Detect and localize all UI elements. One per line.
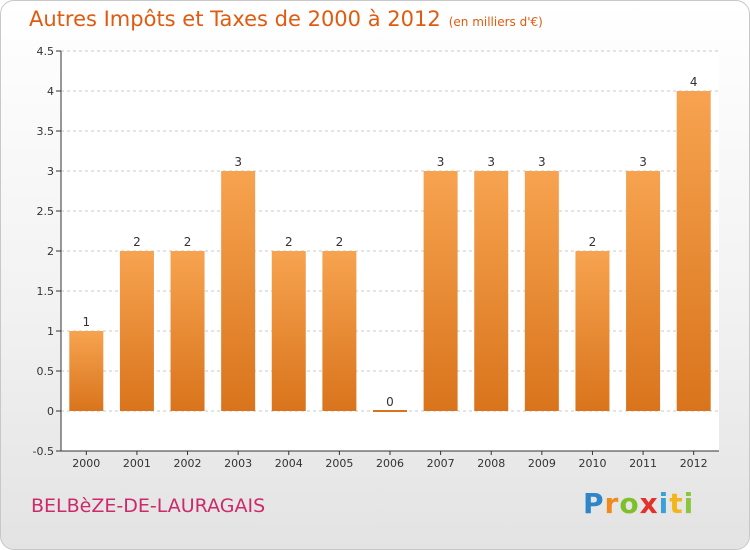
y-tick-label: 0 [47,405,54,418]
y-tick-label: 3 [47,165,54,178]
bar-2010 [575,251,610,411]
y-axis: -0.5 0 0.5 1 1.5 2 2.5 3 3.5 4 4.5 [33,45,62,458]
commune-name: BELBèZE-DE-LAURAGAIS [31,495,266,517]
bar-2008 [474,171,509,411]
x-tick-label: 2012 [680,457,708,470]
x-tick-label: 2009 [528,457,556,470]
data-label: 4 [690,75,698,89]
x-tick-label: 2001 [123,457,151,470]
y-tick-label: 1 [47,325,54,338]
bar-2005 [322,251,357,411]
bars [69,91,711,412]
x-tick-label: 2006 [376,457,404,470]
y-tick-label: 4 [47,85,54,98]
data-label: 0 [386,395,394,409]
bar-2001 [119,251,154,411]
x-tick-label: 2005 [325,457,353,470]
x-tick-label: 2007 [427,457,455,470]
bar-2004 [271,251,306,411]
chart-subtitle: (en milliers d'€) [448,15,543,29]
bar-2000 [69,331,104,411]
bar-2007 [423,171,458,411]
data-label: 3 [639,155,647,169]
data-label: 2 [133,235,141,249]
bar-2003 [221,171,256,411]
x-tick-label: 2010 [578,457,606,470]
data-label: 2 [589,235,597,249]
data-label: 2 [285,235,293,249]
bar-2002 [170,251,205,411]
y-tick-label: 3.5 [37,125,55,138]
proxiti-logo: Proxiti [583,487,695,520]
x-axis: 2000 2001 2002 2003 2004 2005 2006 2007 2008 2009… [61,450,719,470]
data-label: 3 [437,155,445,169]
x-tick-label: 2004 [275,457,303,470]
chart-title: Autres Impôts et Taxes de 2000 à 2012 (en… [29,7,543,31]
y-tick-label: 1.5 [37,285,55,298]
y-tick-label: -0.5 [33,445,54,458]
bar-2012 [676,91,711,411]
x-tick-label: 2003 [224,457,252,470]
x-tick-label: 2002 [174,457,202,470]
x-tick-label: 2000 [72,457,100,470]
y-tick-label: 2.5 [37,205,55,218]
data-label: 2 [184,235,192,249]
x-tick-label: 2011 [629,457,657,470]
data-label: 3 [234,155,242,169]
data-label: 2 [336,235,344,249]
data-label: 3 [538,155,546,169]
bar-2009 [524,171,559,411]
bar-2011 [626,171,661,411]
y-tick-label: 0.5 [37,365,55,378]
chart-title-text: Autres Impôts et Taxes de 2000 à 2012 [29,7,441,31]
x-tick-label: 2008 [477,457,505,470]
data-label: 1 [82,315,90,329]
data-labels: 1 2 2 3 2 2 0 3 3 3 2 3 4 [82,75,697,409]
data-label: 3 [487,155,495,169]
y-tick-label: 4.5 [37,45,55,58]
y-tick-label: 2 [47,245,54,258]
